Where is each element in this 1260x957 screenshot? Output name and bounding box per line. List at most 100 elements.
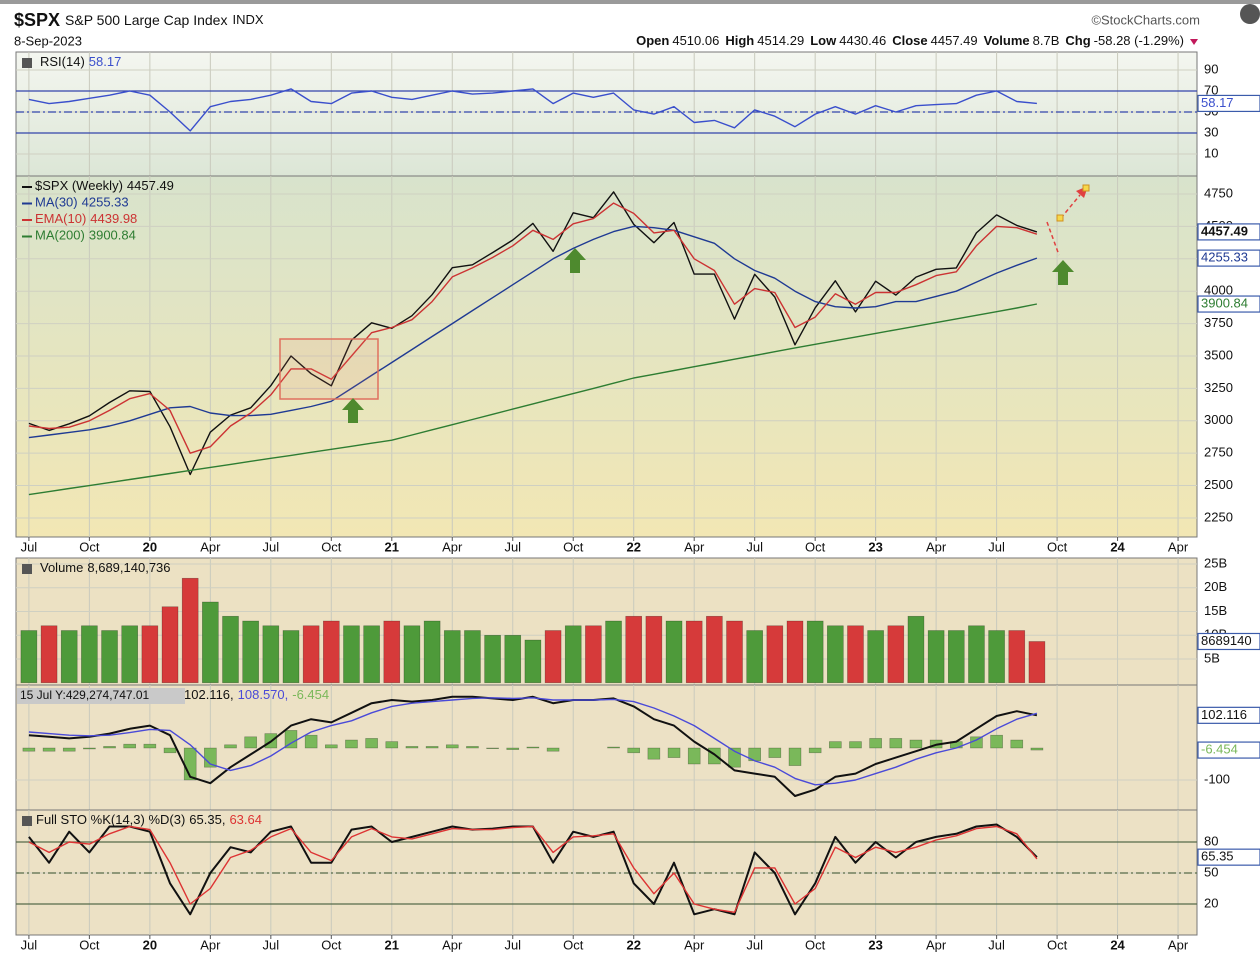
y-tick-label: 15B xyxy=(1204,603,1227,618)
highlight-box xyxy=(279,338,379,400)
x-tick-label: 22 xyxy=(626,539,640,554)
legend-entry: $SPX (Weekly) 4457.49 xyxy=(35,178,174,193)
bar xyxy=(585,625,602,684)
bar xyxy=(746,630,763,684)
series-line xyxy=(28,88,1037,132)
bar xyxy=(181,577,199,684)
y-tick-label: 4000 xyxy=(1204,283,1233,298)
legend-value: 65.35, xyxy=(189,812,225,827)
y-tick-label: 3250 xyxy=(1204,380,1233,395)
bar xyxy=(687,747,701,765)
x-tick-label: Oct xyxy=(805,937,826,952)
bar xyxy=(706,615,723,684)
x-tick-label: Jul xyxy=(263,937,280,952)
legend-value: -6.454 xyxy=(292,687,329,702)
y-tick-label: 2500 xyxy=(1204,477,1233,492)
y-tick-label: 2750 xyxy=(1204,445,1233,460)
x-tick-label: Jul xyxy=(988,937,1005,952)
legend-name: $SPX (Weekly) xyxy=(35,178,123,193)
legend-name: Volume xyxy=(40,560,83,575)
y-tick-label: 30 xyxy=(1204,124,1218,139)
bar xyxy=(143,743,157,749)
bar xyxy=(141,625,159,684)
bar xyxy=(405,746,419,749)
exchange: INDX xyxy=(232,12,263,27)
y-tick-label: 10 xyxy=(1204,145,1218,160)
bar xyxy=(486,747,499,749)
bar xyxy=(445,744,459,749)
value-tag-box xyxy=(1197,94,1260,113)
x-tick-label: 20 xyxy=(143,539,157,554)
bar xyxy=(282,630,300,684)
bar xyxy=(909,739,923,749)
x-tick-label: Oct xyxy=(805,539,826,554)
legend-name: MA(200) xyxy=(35,228,85,243)
x-tick-label: Apr xyxy=(442,937,463,952)
copyright: ©StockCharts.com xyxy=(1091,12,1200,27)
green-arrow xyxy=(1052,260,1074,285)
bar xyxy=(564,625,582,684)
bar xyxy=(788,747,802,766)
panel-background xyxy=(15,175,1198,538)
close-button[interactable] xyxy=(1240,4,1260,24)
value-tag: 4457.49 xyxy=(1201,223,1248,238)
y-tick-label: 3500 xyxy=(1204,347,1233,362)
bar xyxy=(123,743,137,749)
quote-value: -58.28 (-1.29%) xyxy=(1094,33,1184,48)
bar xyxy=(806,620,824,684)
bar xyxy=(847,625,864,684)
green-arrow xyxy=(564,248,586,273)
bar xyxy=(345,739,358,749)
quote-value: 8.7B xyxy=(1033,33,1060,48)
legend-entry: 102.116, 108.570, -6.454 xyxy=(184,687,329,702)
value-tag: 58.17 xyxy=(1201,95,1234,110)
quote-label: Chg xyxy=(1065,33,1090,48)
x-tick-label: Jul xyxy=(504,539,521,554)
bar xyxy=(506,747,520,750)
x-tick-label: Oct xyxy=(79,937,100,952)
legend-value: 8,689,140,736 xyxy=(87,560,170,575)
bar xyxy=(849,741,862,749)
series-line xyxy=(28,695,1038,797)
series-line xyxy=(28,202,1038,454)
panel: 20 50 80 Full STO %K(14,3) %D(3) 65.35, 63.64 xyxy=(15,809,1218,936)
bar xyxy=(645,615,663,684)
bar xyxy=(22,747,36,752)
legend-value: 58.17 xyxy=(89,54,122,69)
bar xyxy=(827,625,844,684)
bar xyxy=(829,741,842,749)
panel: -100 102.116, 108.570, -6.454 15 Jul Y:429,2… xyxy=(15,684,1230,811)
x-tick-label: Jul xyxy=(21,539,38,554)
value-tag: 65.35 xyxy=(1201,849,1234,864)
legend-entry: Volume 8,689,140,736 xyxy=(40,560,171,575)
legend-entry: RSI(14) 58.17 xyxy=(40,54,121,69)
bar xyxy=(304,734,318,749)
projection-line xyxy=(1046,221,1060,256)
value-tag-box xyxy=(1197,223,1260,241)
bar xyxy=(867,630,884,684)
x-tick-label: Oct xyxy=(321,539,342,554)
series-line xyxy=(28,825,1038,913)
x-tick-label: Apr xyxy=(442,539,463,554)
legend-value: 4255.33 xyxy=(82,195,129,210)
legend-entry: MA(200) 3900.84 xyxy=(35,228,136,243)
bar xyxy=(202,601,219,684)
bar xyxy=(526,746,540,749)
legend-entry: Full STO %K(14,3) %D(3) 65.35, 63.64 xyxy=(36,812,262,827)
bar xyxy=(786,620,804,684)
legend-icon xyxy=(22,816,32,826)
quote-label: High xyxy=(725,33,754,48)
bar xyxy=(403,625,421,684)
quote-label: Low xyxy=(810,33,837,48)
value-tag: 102.116 xyxy=(1201,707,1247,722)
legend-value: 108.570, xyxy=(238,687,289,702)
bar xyxy=(1028,641,1046,684)
bar xyxy=(466,746,479,749)
x-tick-label: Jul xyxy=(746,539,763,554)
bar xyxy=(544,630,562,684)
bar xyxy=(81,625,98,684)
legend-icon xyxy=(22,58,32,68)
y-tick-label: 70 xyxy=(1204,82,1218,97)
bar xyxy=(988,630,1005,684)
